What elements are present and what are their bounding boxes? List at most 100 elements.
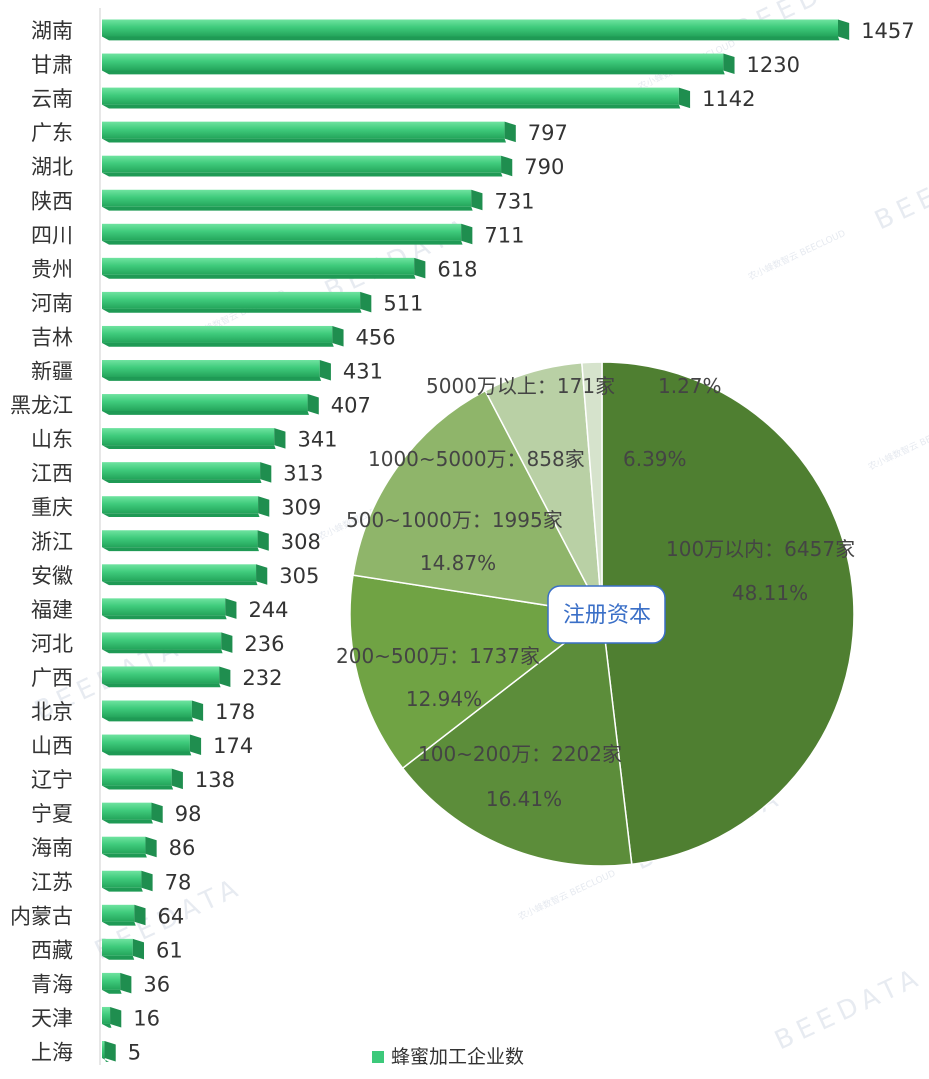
pie-slice bbox=[349, 574, 604, 770]
category-label: 北京 bbox=[31, 700, 73, 724]
category-label: 山西 bbox=[31, 734, 73, 758]
category-label: 吉林 bbox=[31, 325, 73, 349]
bar bbox=[102, 700, 204, 722]
value-label: 78 bbox=[165, 870, 192, 894]
slice-percent-label: 1.27% bbox=[658, 374, 722, 398]
bar bbox=[102, 972, 132, 994]
value-label: 174 bbox=[213, 734, 253, 758]
slice-percent-label: 48.11% bbox=[732, 581, 808, 605]
value-label: 138 bbox=[195, 768, 235, 792]
value-label: 86 bbox=[169, 836, 196, 860]
bar bbox=[102, 802, 163, 824]
watermark-text: BEEDATA bbox=[870, 142, 929, 237]
category-label: 广东 bbox=[31, 121, 73, 145]
watermark-text: BEEDATA bbox=[770, 962, 927, 1057]
pie-slice bbox=[601, 361, 855, 866]
category-label: 江西 bbox=[31, 462, 73, 486]
bar bbox=[102, 632, 233, 654]
slice-percent-label: 12.94% bbox=[406, 687, 482, 711]
bar bbox=[102, 496, 270, 518]
slice-percent-label: 16.41% bbox=[486, 787, 562, 811]
value-label: 178 bbox=[215, 700, 255, 724]
value-label: 61 bbox=[156, 938, 183, 962]
bar bbox=[102, 53, 735, 75]
value-label: 309 bbox=[281, 496, 321, 520]
slice-percent-label: 14.87% bbox=[420, 551, 496, 575]
bar bbox=[102, 870, 153, 892]
bar bbox=[102, 325, 344, 347]
value-label: 313 bbox=[283, 462, 323, 486]
slice-label: 100万以内：6457家 bbox=[666, 537, 855, 561]
value-label: 232 bbox=[242, 666, 282, 690]
value-label: 1457 bbox=[861, 19, 914, 43]
category-label: 重庆 bbox=[31, 496, 73, 520]
category-label: 新疆 bbox=[31, 360, 73, 384]
value-label: 236 bbox=[244, 632, 284, 656]
value-label: 711 bbox=[484, 223, 524, 247]
bar bbox=[102, 121, 516, 143]
value-label: 98 bbox=[175, 802, 202, 826]
slice-label: 5000万以上：171家 bbox=[426, 374, 615, 398]
category-label: 海南 bbox=[31, 836, 73, 860]
category-label: 内蒙古 bbox=[10, 904, 73, 928]
bar bbox=[102, 904, 146, 926]
value-label: 797 bbox=[528, 121, 568, 145]
value-label: 511 bbox=[383, 291, 423, 315]
slice-label: 100~200万：2202家 bbox=[418, 742, 622, 766]
category-label: 浙江 bbox=[31, 530, 73, 554]
category-label: 黑龙江 bbox=[10, 394, 73, 418]
pie-chart: 100万以内：6457家 48.11% 100~200万：2202家 16.41% 20… bbox=[336, 361, 855, 867]
category-label: 辽宁 bbox=[31, 768, 73, 792]
bar bbox=[102, 291, 372, 313]
category-label: 湖北 bbox=[31, 155, 73, 179]
value-label: 1230 bbox=[747, 53, 800, 77]
category-label: 江苏 bbox=[31, 870, 73, 894]
pie-center-label: 注册资本 bbox=[563, 603, 651, 628]
watermark-brand: 农小蜂数智云 BEECLOUD bbox=[516, 867, 617, 923]
bar bbox=[102, 87, 691, 109]
category-label: 福建 bbox=[31, 598, 73, 622]
category-label: 四川 bbox=[31, 223, 73, 247]
category-label: 广西 bbox=[31, 666, 73, 690]
category-label: 天津 bbox=[31, 1006, 73, 1030]
category-label: 青海 bbox=[31, 972, 73, 996]
value-label: 244 bbox=[248, 598, 288, 622]
value-label: 1142 bbox=[702, 87, 755, 111]
bar-chart: 湖南 1457 甘肃 1230 云南 1142 广东 797 湖北 790 陕西 731 四川 711 贵州… bbox=[10, 8, 915, 1065]
watermark-brand: 农小蜂数智云 BEECLOUD bbox=[866, 417, 929, 473]
bar bbox=[102, 360, 331, 381]
bar bbox=[102, 462, 272, 483]
bar bbox=[102, 734, 202, 756]
pie-slice bbox=[352, 389, 604, 615]
value-label: 16 bbox=[133, 1006, 160, 1030]
bar bbox=[102, 19, 850, 41]
bar bbox=[102, 564, 268, 586]
category-label: 云南 bbox=[31, 87, 73, 111]
category-label: 河南 bbox=[31, 291, 73, 315]
value-label: 64 bbox=[158, 904, 185, 928]
slice-percent-label: 6.39% bbox=[623, 447, 687, 471]
bar bbox=[102, 1006, 122, 1028]
value-label: 407 bbox=[331, 394, 371, 418]
bar bbox=[102, 666, 231, 688]
legend-swatch bbox=[372, 1051, 384, 1063]
category-label: 宁夏 bbox=[31, 802, 73, 826]
pie-center-badge: 注册资本 bbox=[547, 585, 666, 644]
value-label: 305 bbox=[279, 564, 319, 588]
bar bbox=[102, 189, 483, 211]
category-label: 贵州 bbox=[31, 257, 73, 281]
category-label: 上海 bbox=[31, 1041, 73, 1065]
slice-label: 200~500万：1737家 bbox=[336, 644, 540, 668]
category-label: 西藏 bbox=[31, 938, 73, 962]
legend-label: 蜂蜜加工企业数 bbox=[391, 1046, 524, 1068]
slice-label: 500~1000万：1995家 bbox=[346, 508, 563, 532]
bar bbox=[102, 938, 145, 960]
value-label: 341 bbox=[297, 428, 337, 452]
value-label: 790 bbox=[524, 155, 564, 179]
category-label: 陕西 bbox=[31, 189, 73, 213]
value-label: 36 bbox=[143, 972, 170, 996]
bar bbox=[102, 836, 157, 858]
bar bbox=[102, 223, 473, 245]
pie-slice bbox=[581, 361, 603, 615]
